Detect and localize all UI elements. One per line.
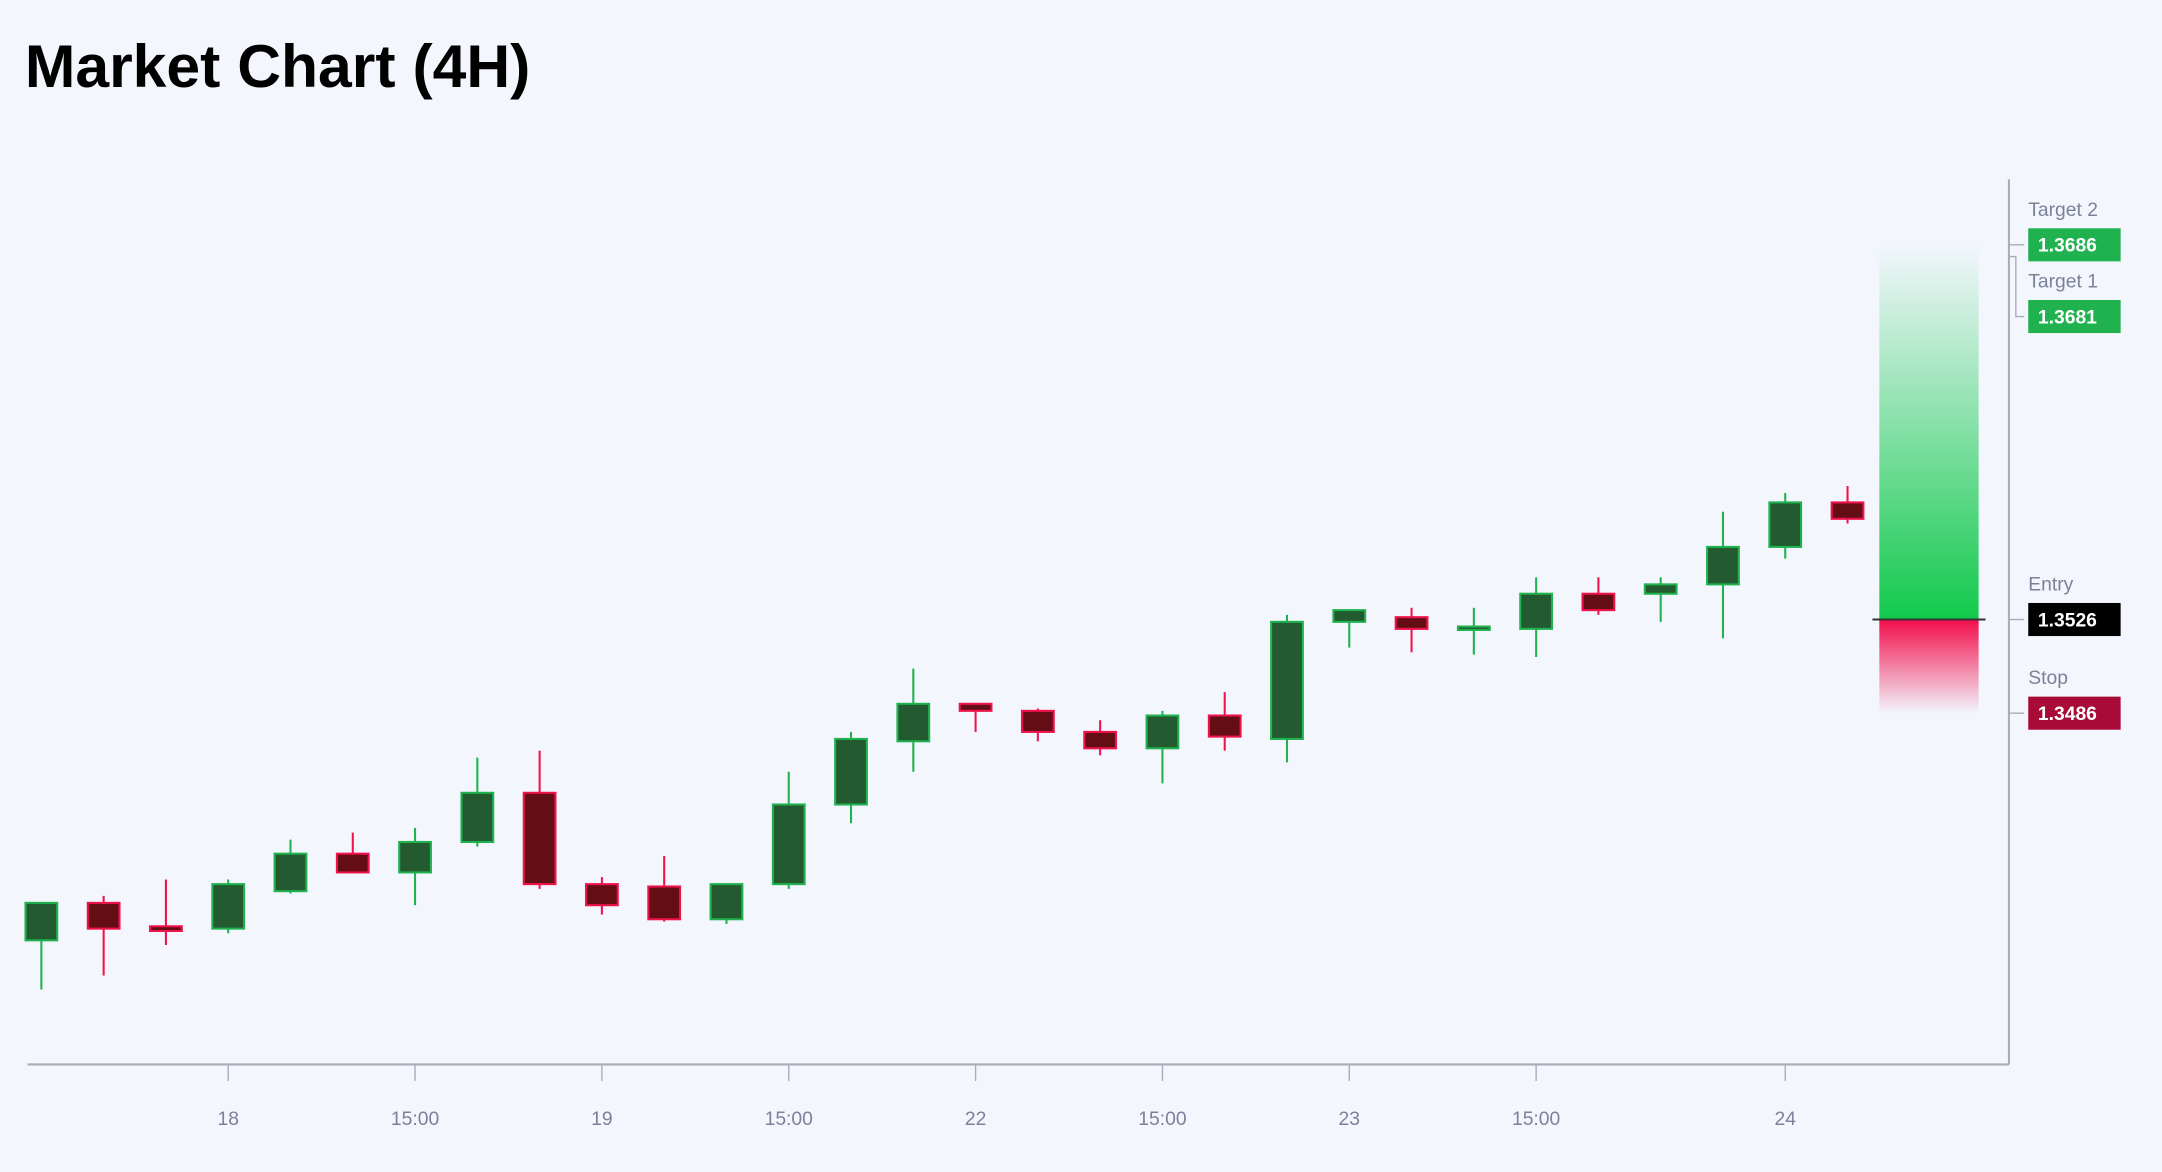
- axes: 18 15:00 19 15:00 22 15:00 23 15:00 24: [27, 179, 2010, 1130]
- candle-body: [1083, 730, 1118, 750]
- candle-up: [211, 879, 246, 934]
- candle-body: [1519, 592, 1554, 630]
- candle-body: [1020, 709, 1055, 733]
- level-badge: [2028, 299, 2121, 334]
- level-name: Target 2: [2028, 200, 2098, 221]
- level-connector: [2008, 255, 2025, 318]
- candle-down: [647, 856, 682, 922]
- candle-up: [1270, 614, 1304, 763]
- risk-reward-zone: [1872, 244, 1986, 714]
- candle-down: [958, 702, 993, 732]
- x-tick-label: 15:00: [391, 1109, 439, 1130]
- candle-body: [834, 737, 868, 806]
- candle-body: [1706, 545, 1740, 586]
- candle-body: [1394, 616, 1429, 630]
- level-badge: [2028, 228, 2121, 262]
- candle-body: [24, 901, 59, 942]
- candle-up: [273, 839, 308, 894]
- candle-up: [1706, 511, 1740, 639]
- candle-down: [335, 832, 370, 874]
- price-levels: Target 2 1.3686 Target 1 1.3681 Entry 1.3526 S…: [2008, 200, 2121, 730]
- candle-up: [896, 668, 931, 772]
- candle-down: [1207, 692, 1242, 751]
- candle-body: [460, 791, 495, 844]
- candle-body: [149, 925, 183, 933]
- candle-body: [585, 883, 619, 907]
- candle-up: [1145, 710, 1180, 784]
- level-badge: [2028, 696, 2121, 730]
- level-value: 1.3486: [2038, 704, 2097, 725]
- candle-body: [1456, 625, 1491, 632]
- candle-up: [1768, 493, 1803, 559]
- candle-up: [24, 901, 59, 990]
- candle-body: [398, 840, 432, 874]
- candle-down: [522, 750, 557, 889]
- candle-down: [1083, 720, 1118, 756]
- candle-body: [1643, 583, 1678, 595]
- candle-body: [709, 883, 744, 921]
- candle-body: [1332, 609, 1367, 623]
- candle-up: [709, 883, 744, 924]
- x-tick-label: 15:00: [765, 1109, 813, 1130]
- x-tick-label: 23: [1339, 1109, 1360, 1130]
- candle-body: [273, 852, 308, 893]
- candle-body: [86, 901, 121, 930]
- candle-body: [647, 885, 682, 921]
- level-badge: [2028, 602, 2121, 637]
- level-value: 1.3681: [2038, 307, 2097, 328]
- candle-body: [1207, 714, 1242, 738]
- level-value: 1.3526: [2038, 610, 2097, 631]
- candle-body: [335, 852, 370, 874]
- candle-body: [958, 702, 993, 712]
- candle-down: [1394, 607, 1429, 653]
- x-tick-label: 24: [1775, 1109, 1797, 1130]
- candle-up: [771, 771, 806, 889]
- x-tick-label: 18: [217, 1109, 238, 1130]
- profit-zone: [1879, 244, 1979, 620]
- candle-body: [522, 791, 557, 886]
- candle-up: [460, 757, 495, 847]
- loss-zone: [1879, 619, 1979, 714]
- x-tick-label: 19: [591, 1109, 612, 1130]
- candle-up: [1519, 577, 1554, 657]
- level-name: Entry: [2028, 575, 2073, 596]
- level-value: 1.3686: [2038, 236, 2097, 257]
- level-name: Target 1: [2028, 272, 2098, 293]
- candle-down: [1020, 708, 1055, 742]
- candle-up: [1332, 609, 1367, 648]
- candle-up: [398, 827, 432, 906]
- candle-body: [211, 883, 246, 930]
- candle-body: [1145, 714, 1180, 750]
- candle-down: [1581, 577, 1616, 615]
- x-tick-label: 15:00: [1512, 1109, 1560, 1130]
- x-tick-label: 15:00: [1138, 1109, 1186, 1130]
- candle-up: [1456, 607, 1491, 655]
- candle-body: [1270, 620, 1304, 740]
- candles: [24, 486, 1865, 990]
- level-name: Stop: [2028, 668, 2068, 689]
- candle-body: [1581, 592, 1616, 612]
- candle-up: [834, 731, 868, 824]
- candle-body: [1768, 501, 1803, 548]
- candle-body: [771, 803, 806, 886]
- x-tick-label: 22: [965, 1109, 986, 1130]
- candle-down: [149, 879, 183, 946]
- candle-body: [896, 702, 931, 743]
- candle-up: [1643, 577, 1678, 622]
- candle-down: [1830, 486, 1865, 524]
- candle-down: [86, 895, 121, 976]
- candle-body: [1830, 501, 1865, 520]
- chart-title: Market Chart (4H): [25, 32, 531, 100]
- candle-down: [585, 877, 619, 915]
